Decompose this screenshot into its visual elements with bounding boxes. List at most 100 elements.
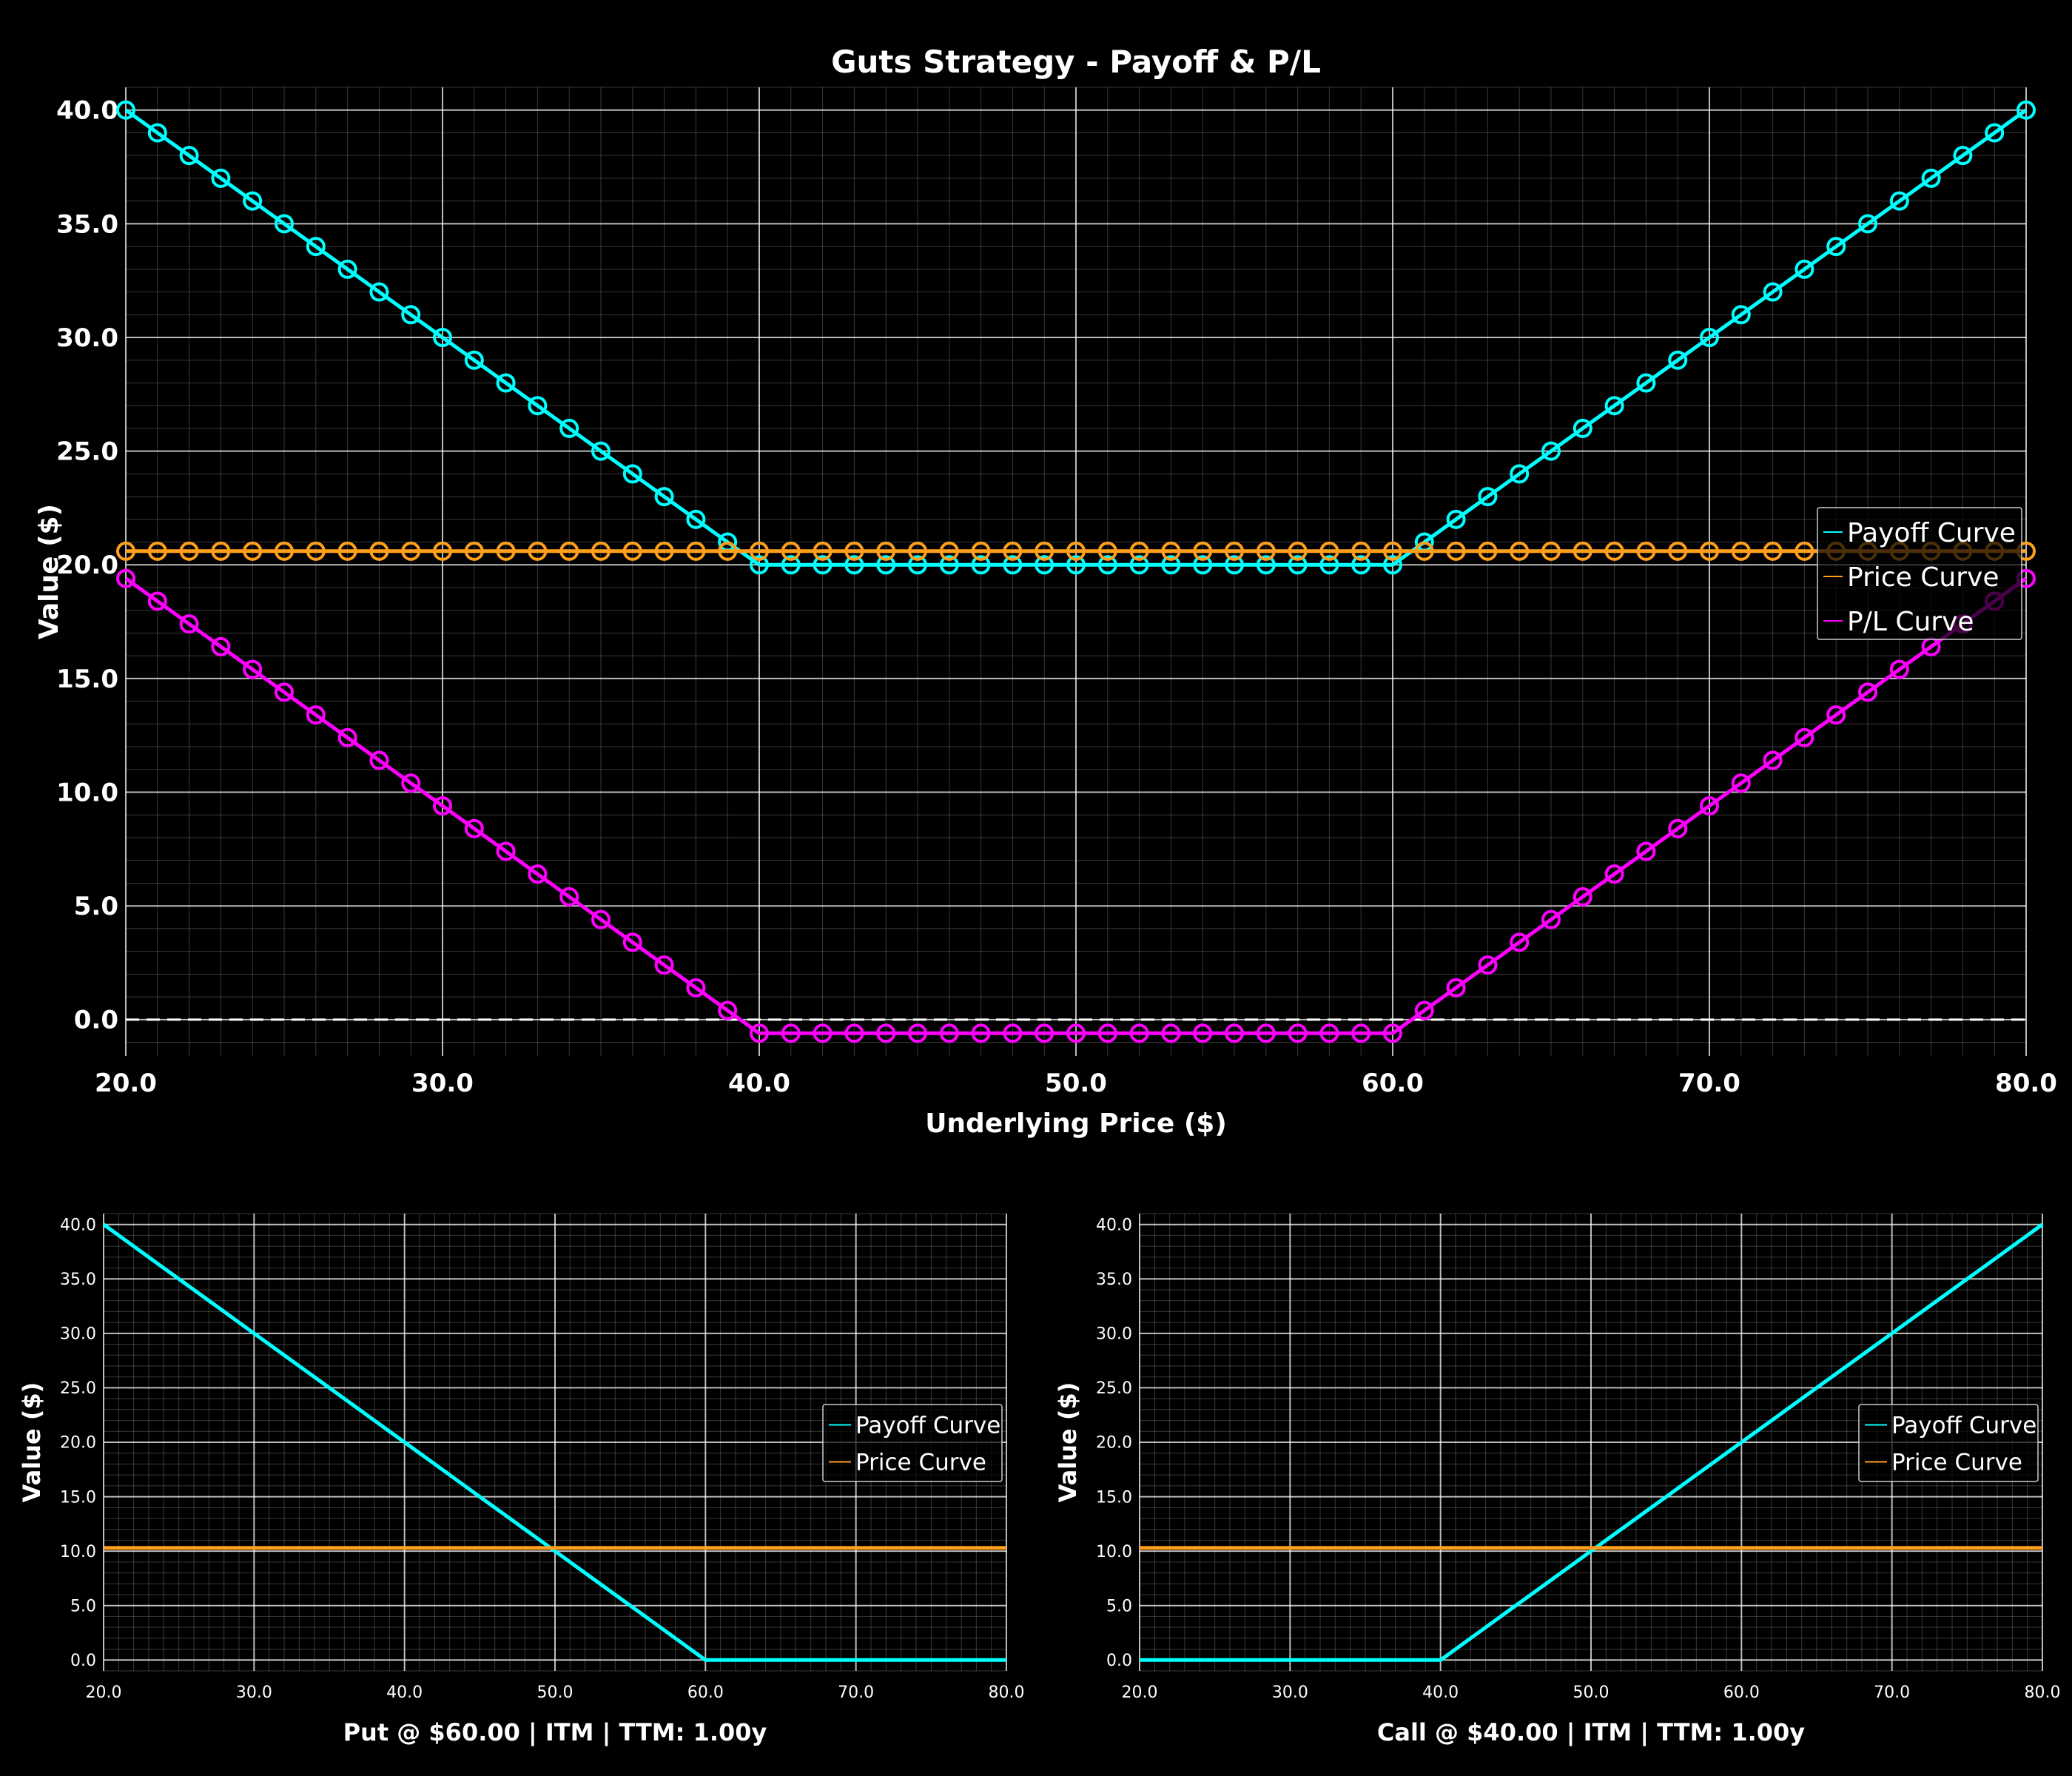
data-point xyxy=(876,541,896,561)
y-tick-label: 5.0 xyxy=(70,1597,96,1615)
data-point xyxy=(908,555,927,575)
chart-main: 20.0 30.0 40.0 50.0 60.0 70.0 80.0 0.0 5.0 10.0 15… xyxy=(34,44,2057,1139)
data-point xyxy=(718,541,738,561)
series-payoff-curve xyxy=(102,1222,1006,1662)
data-point xyxy=(1668,818,1688,838)
data-point xyxy=(876,555,896,575)
data-point xyxy=(686,541,706,561)
data-point xyxy=(591,909,610,929)
data-point xyxy=(1572,887,1592,906)
data-point xyxy=(654,487,674,507)
data-point xyxy=(908,1023,927,1043)
data-point xyxy=(179,614,199,634)
data-point xyxy=(622,464,642,484)
data-point xyxy=(654,541,674,561)
series-line xyxy=(124,576,2028,1035)
x-tick-label: 20.0 xyxy=(95,1069,157,1098)
x-tick-label: 40.0 xyxy=(1422,1684,1459,1702)
data-point xyxy=(1066,541,1086,561)
data-point xyxy=(1225,555,1244,575)
data-point xyxy=(1446,541,1466,561)
data-point xyxy=(528,396,548,416)
data-point xyxy=(1953,146,1973,166)
data-point xyxy=(464,818,484,838)
y-tick-label: 35.0 xyxy=(56,209,118,239)
legend-box xyxy=(1858,1404,2039,1482)
x-tick-label: 70.0 xyxy=(1678,1069,1740,1098)
data-point xyxy=(528,864,548,884)
data-point xyxy=(750,541,769,561)
data-point xyxy=(686,509,706,529)
x-tick-label: 30.0 xyxy=(411,1069,474,1098)
data-point xyxy=(275,541,294,561)
y-tick-label: 15.0 xyxy=(56,665,118,694)
series-line xyxy=(102,1222,1006,1662)
data-point xyxy=(1351,541,1371,561)
data-point xyxy=(275,214,294,234)
data-point xyxy=(1225,541,1244,561)
data-point xyxy=(116,568,135,588)
data-point xyxy=(876,1023,896,1043)
y-tick-label: 20.0 xyxy=(56,551,118,580)
y-tick-label: 35.0 xyxy=(1096,1271,1132,1289)
data-point xyxy=(971,541,991,561)
data-point xyxy=(1604,396,1624,416)
legend-label: Price Curve xyxy=(855,1450,986,1476)
legend-label: P/L Curve xyxy=(1847,607,1974,637)
data-point xyxy=(1193,1023,1213,1043)
x-tick-label: 20.0 xyxy=(86,1684,122,1702)
data-point xyxy=(1604,541,1624,561)
data-point xyxy=(1731,305,1751,325)
data-point xyxy=(1256,555,1276,575)
data-point xyxy=(559,887,579,906)
data-point xyxy=(1478,487,1498,507)
y-tick-label: 0.0 xyxy=(74,1006,118,1035)
data-point xyxy=(718,1000,738,1020)
data-point xyxy=(1256,541,1276,561)
chart-title: Guts Strategy - Payoff & P/L xyxy=(831,44,1321,80)
data-point xyxy=(1066,555,1086,575)
data-point xyxy=(1572,418,1592,438)
data-point xyxy=(433,796,452,815)
y-tick-label: 0.0 xyxy=(70,1652,96,1670)
data-point xyxy=(1003,541,1023,561)
data-point xyxy=(1097,555,1117,575)
data-point xyxy=(559,541,579,561)
x-tick-label: 80.0 xyxy=(1995,1069,2057,1098)
data-point xyxy=(1003,1023,1023,1043)
legend: Payoff Curve Price Curve P/L Curve xyxy=(1817,507,2022,640)
legend-label: Payoff Curve xyxy=(1847,518,2016,548)
data-point xyxy=(1510,464,1530,484)
data-point xyxy=(1731,541,1751,561)
y-tick-label: 20.0 xyxy=(60,1434,96,1453)
data-point xyxy=(1763,282,1783,302)
x-tick-label: 20.0 xyxy=(1122,1684,1158,1702)
data-point xyxy=(401,541,421,561)
y-tick-label: 15.0 xyxy=(60,1488,96,1507)
data-point xyxy=(1193,541,1213,561)
data-point xyxy=(844,555,864,575)
data-point xyxy=(116,100,135,120)
legend-label: Price Curve xyxy=(1847,562,1999,593)
data-point xyxy=(1288,555,1308,575)
data-point xyxy=(1510,541,1530,561)
data-point xyxy=(1858,682,1877,702)
x-tick-label: 60.0 xyxy=(687,1684,724,1702)
x-tick-label: 50.0 xyxy=(537,1684,574,1702)
y-tick-label: 40.0 xyxy=(1096,1216,1132,1234)
y-axis-label: Value ($) xyxy=(18,1382,46,1503)
data-point xyxy=(781,1023,801,1043)
data-point xyxy=(813,541,832,561)
data-point xyxy=(1066,1023,1086,1043)
data-point xyxy=(1035,1023,1054,1043)
data-point xyxy=(369,750,389,770)
data-point xyxy=(1604,864,1624,884)
data-point xyxy=(622,932,642,952)
data-point xyxy=(1510,932,1530,952)
data-point xyxy=(1446,978,1466,998)
data-point xyxy=(813,1023,832,1043)
y-tick-label: 35.0 xyxy=(60,1271,96,1289)
data-point xyxy=(1129,1023,1149,1043)
data-point xyxy=(306,705,326,725)
data-point xyxy=(622,541,642,561)
